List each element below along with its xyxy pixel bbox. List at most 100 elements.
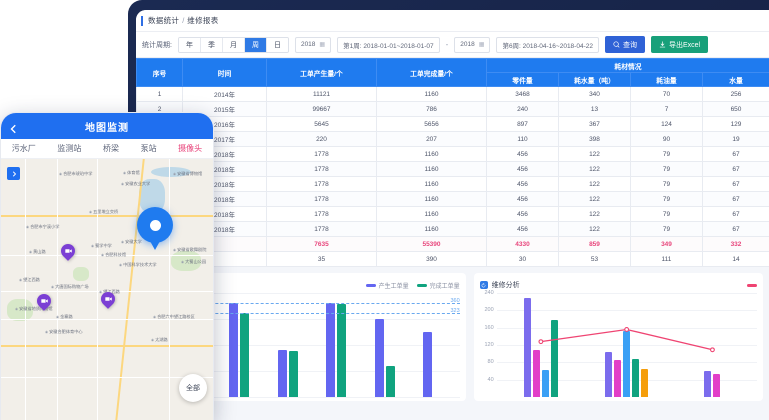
export-excel-label: 导出Excel <box>668 41 701 49</box>
filter-toolbar: 统计周期: 年 季 月 周 日 2018 ▦ 第1周: 2018-01-01~2… <box>136 32 769 58</box>
breadcrumb-current: 维修报表 <box>187 16 219 25</box>
bar-group[interactable] <box>263 293 312 397</box>
period-option-year[interactable]: 年 <box>178 37 201 52</box>
table-cell: 124 <box>630 116 703 132</box>
legend-item-trend[interactable] <box>747 283 757 287</box>
bar[interactable] <box>541 370 549 397</box>
bar[interactable] <box>374 319 384 397</box>
breadcrumb-root[interactable]: 数据统计 <box>148 16 180 25</box>
map-poi-label: 蜀学中学 <box>91 243 112 249</box>
bar-group[interactable] <box>669 293 755 397</box>
period-option-week[interactable]: 周 <box>244 37 267 52</box>
table-cell: 456 <box>486 221 559 237</box>
bar[interactable] <box>337 303 347 397</box>
map-poi-label: 五里墩立交桥 <box>89 209 118 215</box>
col-header-completed[interactable]: 工单完成量/个 <box>376 58 487 87</box>
bar-group[interactable] <box>583 293 669 397</box>
trend-point[interactable] <box>709 347 715 353</box>
legend-item-generated[interactable]: 产生工单量 <box>365 281 409 290</box>
bar[interactable] <box>288 350 298 397</box>
bar[interactable] <box>613 359 621 397</box>
map-all-button[interactable]: 全部 <box>179 374 207 402</box>
legend-label-completed: 完成工单量 <box>429 283 460 290</box>
legend-item-completed[interactable]: 完成工单量 <box>416 281 460 290</box>
tab-pump-station[interactable]: 泵站 <box>140 144 157 153</box>
export-excel-button[interactable]: 导出Excel <box>650 36 709 53</box>
bar[interactable] <box>423 332 433 397</box>
tab-camera[interactable]: 摄像头 <box>178 144 203 153</box>
table-cell: 67 <box>702 146 769 162</box>
table-cell: 110 <box>486 131 559 147</box>
bar[interactable] <box>622 331 630 397</box>
table-cell: 456 <box>486 191 559 207</box>
bar[interactable] <box>239 313 249 397</box>
maintenance-chart-title: 维修分析 <box>491 282 520 289</box>
trend-line <box>540 328 713 351</box>
bar[interactable] <box>550 319 558 397</box>
week-range-from-select[interactable]: 第1周: 2018-01-01~2018-01-07 <box>337 36 440 53</box>
period-option-day[interactable]: 日 <box>266 37 288 52</box>
map-water-1 <box>151 167 191 177</box>
year-to-select[interactable]: 2018 ▦ <box>454 36 491 53</box>
bar[interactable] <box>704 371 712 397</box>
period-option-month[interactable]: 月 <box>222 37 245 52</box>
table-cell: 1160 <box>376 191 487 207</box>
table-cell: 122 <box>558 191 631 207</box>
tab-bridge[interactable]: 桥梁 <box>102 144 119 153</box>
table-cell: 1160 <box>376 161 487 177</box>
tab-monitoring-station[interactable]: 监测站 <box>57 144 82 153</box>
col-header-generated[interactable]: 工单产生量/个 <box>266 58 377 87</box>
trend-point[interactable] <box>538 339 543 345</box>
bar-group[interactable] <box>498 293 584 397</box>
chevron-left-icon[interactable] <box>9 121 19 134</box>
bar[interactable] <box>277 350 287 397</box>
year-from-select[interactable]: 2018 ▦ <box>294 36 332 53</box>
bar[interactable] <box>523 298 531 397</box>
maintenance-chart-plot: 40 80 120 160 200 240 <box>480 290 757 397</box>
y-axis-tick: 240 <box>484 290 494 296</box>
period-segmented-control[interactable]: 年 季 月 周 日 <box>177 36 289 53</box>
bar-group[interactable] <box>409 293 458 397</box>
table-cell: 1778 <box>266 206 377 222</box>
map-camera-marker[interactable] <box>58 241 78 262</box>
col-header-time[interactable]: 时间 <box>182 58 267 87</box>
bar[interactable] <box>640 369 648 397</box>
period-option-quarter[interactable]: 季 <box>200 37 223 52</box>
bar[interactable] <box>385 365 395 397</box>
bar[interactable] <box>532 350 540 397</box>
table-cell: 122 <box>558 221 631 237</box>
bar[interactable] <box>228 303 238 397</box>
maintenance-chart-yaxis: 40 80 120 160 200 240 <box>480 290 496 397</box>
map-poi-label: 合肥市琥珀中学 <box>59 171 92 177</box>
tab-sewage-plant[interactable]: 污水厂 <box>11 144 36 153</box>
col-header-index[interactable]: 序号 <box>136 58 183 87</box>
trend-point[interactable] <box>623 327 629 332</box>
query-button-label: 查询 <box>622 41 637 49</box>
col-subheader-oil[interactable]: 耗油量 <box>630 72 703 87</box>
map-camera-marker[interactable] <box>34 291 54 312</box>
header-row-1: 序号 时间 工单产生量/个 工单完成量/个 耗材情况 <box>136 58 769 87</box>
map-expand-button[interactable] <box>7 167 20 180</box>
bar[interactable] <box>604 351 612 397</box>
col-subheader-parts[interactable]: 零件量 <box>486 72 559 87</box>
col-subheader-volume[interactable]: 水量 <box>702 72 769 87</box>
week-range-to-select[interactable]: 第6周: 2018-04-16~2018-04-22 <box>496 36 599 53</box>
bar-group[interactable] <box>312 293 361 397</box>
table-cell: 1160 <box>376 221 487 237</box>
map-canvas[interactable]: 合肥市琥珀中学体育馆安徽省博物馆安徽农业大学五里墩立交桥合肥市宁溪小学安徽医科大… <box>1 159 213 420</box>
bar[interactable] <box>631 358 639 397</box>
table-cell: 35 <box>266 251 377 267</box>
table-cell: 456 <box>486 161 559 177</box>
bar[interactable] <box>713 373 721 397</box>
map-poi-label: 安徽省博物馆 <box>173 171 202 177</box>
table-cell: 3468 <box>486 86 559 102</box>
bar-group[interactable] <box>360 293 409 397</box>
col-subheader-water[interactable]: 耗水量（吨） <box>558 72 631 87</box>
table-cell: 53 <box>558 251 631 267</box>
bar[interactable] <box>326 303 336 397</box>
query-button[interactable]: 查询 <box>604 36 645 53</box>
map-selected-marker[interactable] <box>137 207 173 250</box>
bar-group[interactable] <box>215 293 264 397</box>
map-camera-marker[interactable] <box>98 289 118 310</box>
maintenance-chart-line <box>538 327 715 353</box>
